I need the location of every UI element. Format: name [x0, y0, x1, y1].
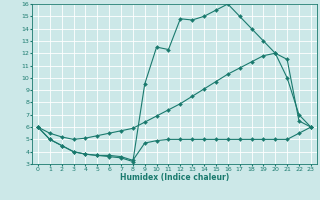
X-axis label: Humidex (Indice chaleur): Humidex (Indice chaleur) — [120, 173, 229, 182]
